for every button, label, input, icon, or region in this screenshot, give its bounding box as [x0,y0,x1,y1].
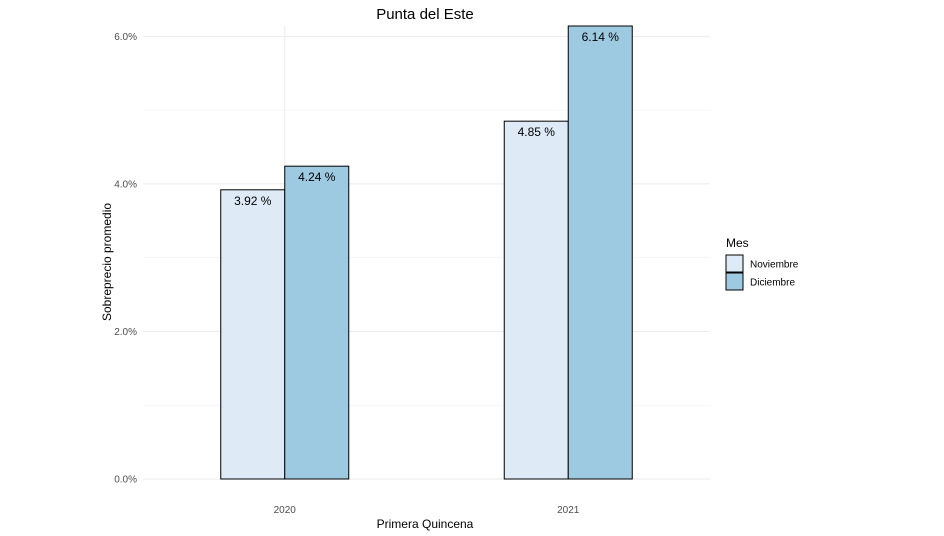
legend-label: Diciembre [750,278,795,289]
legend: Mes Noviembre Diciembre [725,236,799,291]
legend-key [725,254,744,273]
x-tick-label: 2020 [274,505,297,516]
bar [503,120,569,480]
x-axis-title: Primera Quincena [377,517,474,531]
bar-value-label: 4.24 % [298,170,336,184]
y-tick-label: 4.0% [114,179,137,190]
legend-label: Noviembre [750,260,799,271]
x-axis-ticks: 2020 2021 [274,505,580,516]
bar-value-label: 3.92 % [234,194,272,208]
bar-value-label: 4.85 % [518,125,556,139]
y-tick-label: 0.0% [114,475,137,486]
y-tick-label: 2.0% [114,327,137,338]
bar [220,189,286,480]
legend-title: Mes [726,236,749,250]
bar-value-label: 6.14 % [582,30,620,44]
legend-key [725,272,744,291]
y-axis-ticks: 0.0% 2.0% 4.0% 6.0% [114,32,137,486]
bar [567,25,633,480]
y-axis-title: Sobreprecio promedio [100,203,114,321]
y-tick-label: 6.0% [114,32,137,43]
chart-title: Punta del Este [376,6,474,23]
bar-labels: 3.92 % 4.85 % 4.24 % 6.14 % [234,30,619,208]
bars [220,25,633,480]
x-tick-label: 2021 [557,505,580,516]
bar [284,165,350,480]
